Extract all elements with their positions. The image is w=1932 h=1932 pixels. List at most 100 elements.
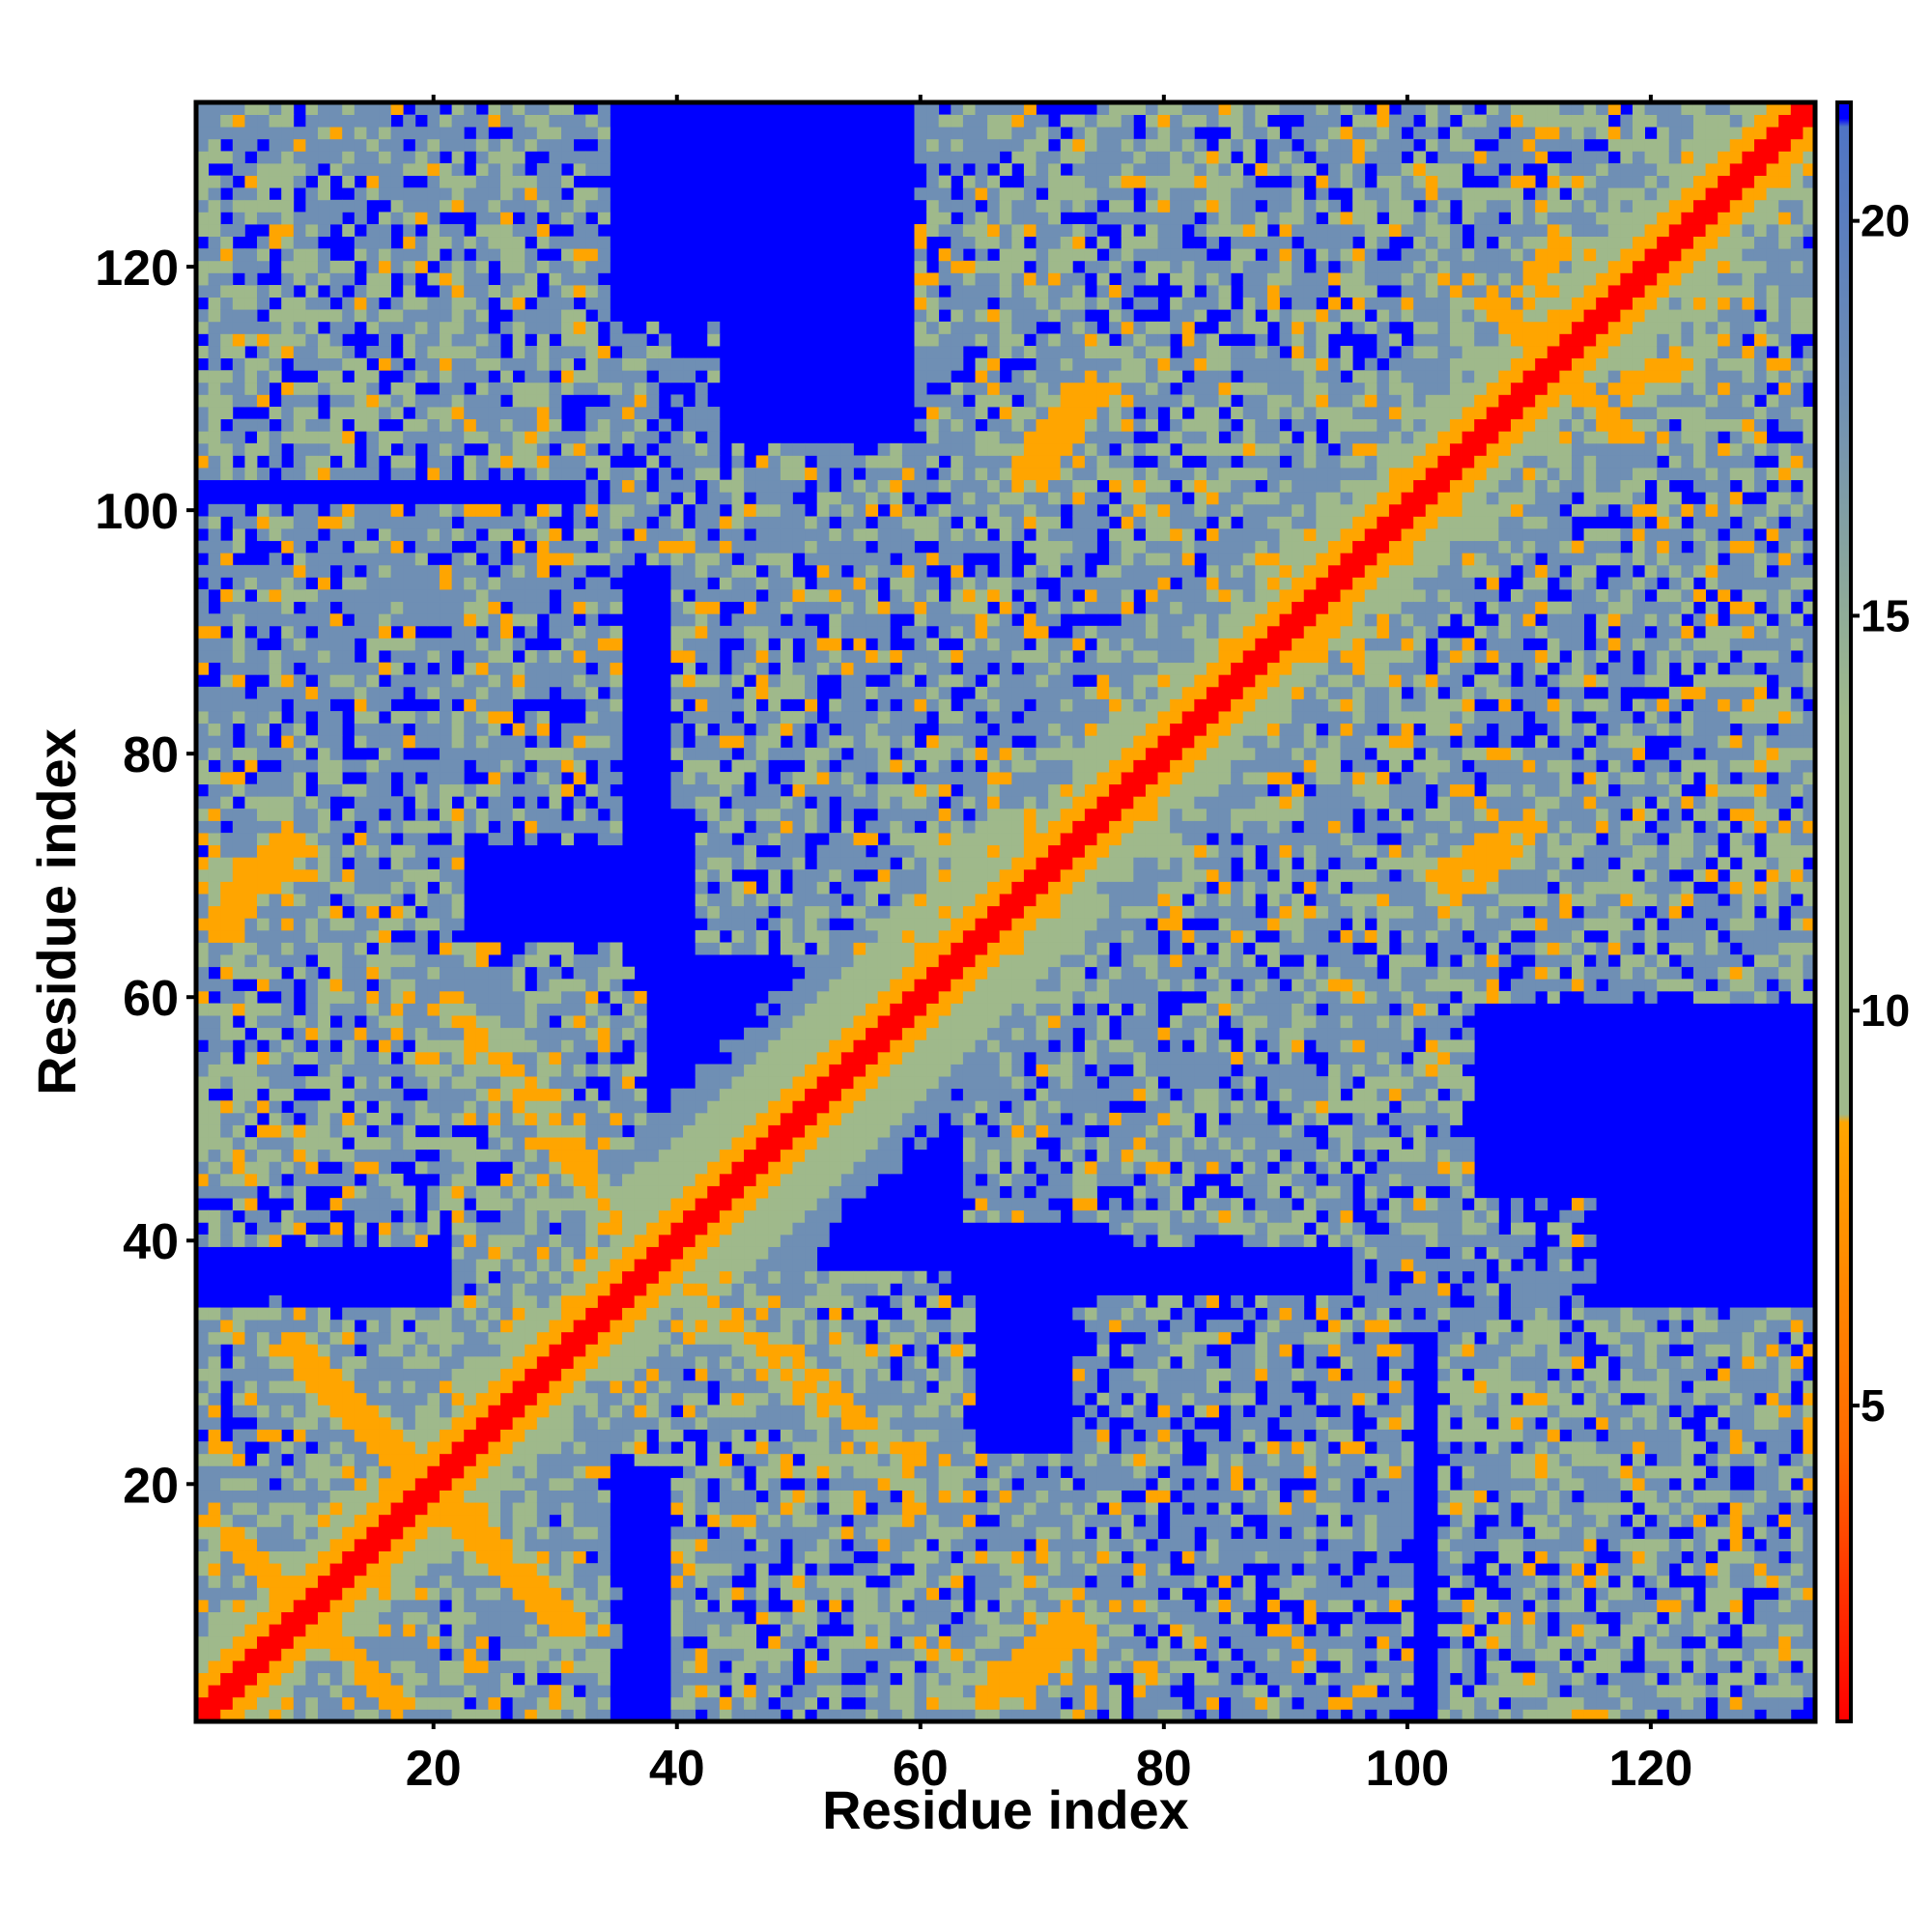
heatmap-cell [403,1234,416,1247]
heatmap-cell [549,1027,562,1040]
heatmap-cell [208,954,221,968]
heatmap-cell [658,1283,671,1296]
heatmap-cell [768,1112,781,1125]
heatmap-cell [293,1685,306,1698]
heatmap-cell [512,564,526,578]
heatmap-cell [440,759,453,773]
heatmap-cell [512,1392,526,1406]
heatmap-cell [318,468,331,481]
heatmap-cell [366,1161,380,1175]
heatmap-cell [379,929,392,943]
heatmap-cell [281,564,295,578]
heatmap-cell [414,212,428,225]
heatmap-cell [379,1685,392,1698]
heatmap-cell [768,1259,781,1272]
heatmap-cell [755,1173,769,1186]
heatmap-cell [780,1027,793,1040]
heatmap-cell [536,1270,550,1284]
heatmap-cell [670,1611,684,1625]
heatmap-cell [780,589,793,603]
heatmap-cell [269,1672,282,1686]
heatmap-cell [512,455,526,469]
heatmap-cell [597,127,611,140]
heatmap-cell [683,1392,696,1406]
heatmap-cell [573,1064,586,1077]
heatmap-cell [464,1405,477,1418]
heatmap-cell [525,272,538,286]
heatmap-cell [342,442,355,456]
heatmap-cell [512,187,526,201]
heatmap-cell [561,1429,575,1442]
heatmap-cell [670,1380,684,1394]
heatmap-cell [780,1246,793,1260]
heatmap-cell [525,1246,538,1260]
heatmap-cell [597,1380,611,1394]
heatmap-cell [342,1599,355,1612]
heatmap-cell [670,528,684,542]
heatmap-cell [731,1246,745,1260]
heatmap-cell [366,1502,380,1516]
heatmap-cell [512,151,526,164]
heatmap-cell [549,942,562,955]
heatmap-cell [525,650,538,664]
heatmap-cell [634,1173,647,1186]
heatmap-cell [488,248,501,262]
heatmap-cell [488,1550,501,1564]
heatmap-cell [525,370,538,384]
heatmap-cell [196,723,209,736]
heatmap-cell [744,1294,757,1308]
heatmap-cell [683,1124,696,1138]
heatmap-cell [379,1587,392,1601]
heatmap-cell [293,1344,306,1357]
heatmap-cell [329,735,343,749]
heatmap-cell [403,1587,416,1601]
heatmap-cell [646,1222,660,1236]
heatmap-cell [512,272,526,286]
heatmap-cell [475,1490,489,1503]
heatmap-cell [719,1259,732,1272]
heatmap-cell [329,1575,343,1588]
heatmap-cell [427,1441,440,1455]
heatmap-cell [561,114,575,128]
heatmap-cell [305,966,319,980]
heatmap-cell [744,1453,757,1466]
heatmap-cell [414,1320,428,1333]
heatmap-cell [549,407,562,420]
heatmap-cell [366,1429,380,1442]
heatmap-cell [281,601,295,614]
heatmap-cell [451,553,465,566]
heatmap-cell [805,929,818,943]
heatmap-cell [561,297,575,310]
heatmap-cell [646,321,660,334]
heatmap-cell [257,1599,270,1612]
heatmap-cell [220,662,234,675]
heatmap-cell [597,1550,611,1564]
heatmap-cell [683,783,696,797]
heatmap-cell [379,796,392,810]
heatmap-cell [610,553,623,566]
heatmap-cell [500,248,514,262]
heatmap-cell [500,820,514,834]
heatmap-cell [318,1027,331,1040]
heatmap-cell [622,333,636,347]
heatmap-cell [512,1149,526,1162]
heatmap-cell [244,357,258,371]
heatmap-cell [549,1088,562,1101]
heatmap-cell [488,442,501,456]
heatmap-cell [525,1185,538,1199]
heatmap-cell [305,918,319,931]
heatmap-cell [536,455,550,469]
heatmap-cell [792,516,806,529]
heatmap-cell [549,1599,562,1612]
heatmap-cell [512,1076,526,1090]
heatmap-cell [354,553,367,566]
heatmap-cell [244,1137,258,1151]
heatmap-cell [744,625,757,639]
heatmap-cell [719,1307,732,1321]
heatmap-cell [305,759,319,773]
heatmap-cell [293,127,306,140]
heatmap-cell [731,1648,745,1662]
heatmap-cell [232,564,245,578]
heatmap-cell [731,1294,745,1308]
heatmap-cell [244,735,258,749]
